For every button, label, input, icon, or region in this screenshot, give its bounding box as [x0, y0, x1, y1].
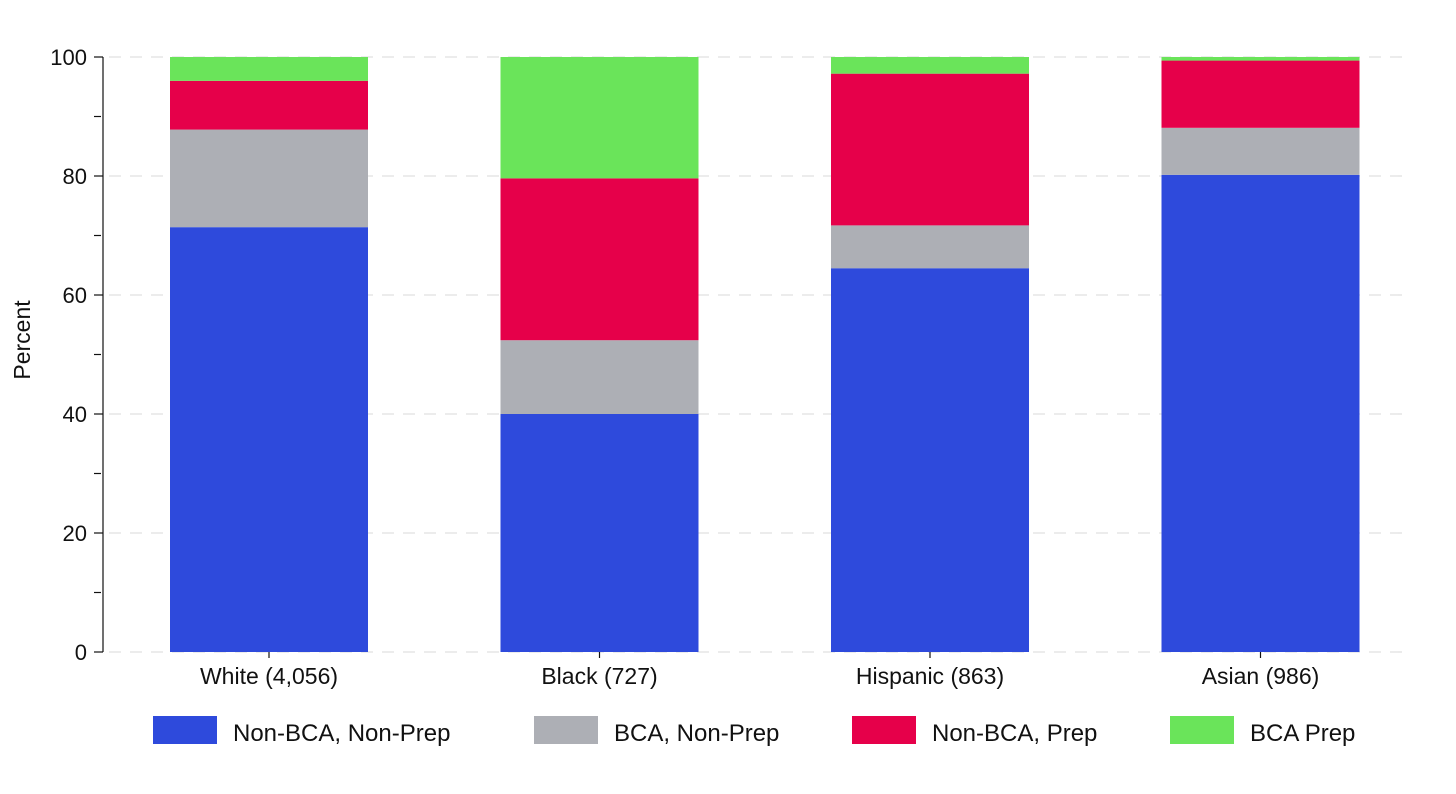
bar-segment	[1161, 57, 1360, 61]
legend-label: Non-BCA, Non-Prep	[233, 720, 450, 747]
y-tick-label: 60	[63, 283, 87, 308]
x-axis: White (4,056) Black (727) Hispanic (863) As…	[200, 652, 1319, 689]
legend-swatch	[1170, 716, 1234, 744]
y-tick-label: 0	[75, 640, 87, 665]
bar-segment	[500, 340, 699, 414]
bar-segment	[831, 268, 1029, 652]
bar-segment	[170, 57, 368, 81]
y-axis-label: Percent	[9, 300, 35, 380]
bar-segment	[500, 57, 699, 179]
y-tick-label: 20	[63, 521, 87, 546]
legend-label: BCA, Non-Prep	[614, 720, 779, 747]
bar-segment	[1161, 127, 1360, 175]
x-tick-label: White (4,056)	[200, 663, 338, 689]
bar-segment	[170, 227, 368, 653]
x-tick-label: Hispanic (863)	[856, 663, 1004, 689]
bar-segment	[500, 178, 699, 341]
y-axis: 0 20 40 60 80 100	[50, 45, 104, 665]
bar-segment	[831, 73, 1029, 226]
bar-segment	[831, 57, 1029, 74]
bars	[170, 57, 1360, 653]
bar-segment	[170, 80, 368, 130]
bar-segment	[831, 225, 1029, 269]
legend-label: BCA Prep	[1250, 720, 1355, 747]
legend-label: Non-BCA, Prep	[932, 720, 1097, 747]
x-tick-label: Black (727)	[541, 663, 657, 689]
y-tick-label: 80	[63, 164, 87, 189]
legend: Non-BCA, Non-Prep BCA, Non-Prep Non-BCA, P…	[153, 716, 1355, 747]
bar-segment	[1161, 174, 1360, 652]
bar-segment	[170, 129, 368, 228]
legend-swatch	[852, 716, 916, 744]
legend-swatch	[153, 716, 217, 744]
bar-segment	[500, 414, 699, 652]
legend-swatch	[534, 716, 598, 744]
y-tick-label: 40	[63, 402, 87, 427]
bar-segment	[1161, 60, 1360, 128]
y-tick-label: 100	[50, 45, 87, 70]
x-tick-label: Asian (986)	[1202, 663, 1320, 689]
